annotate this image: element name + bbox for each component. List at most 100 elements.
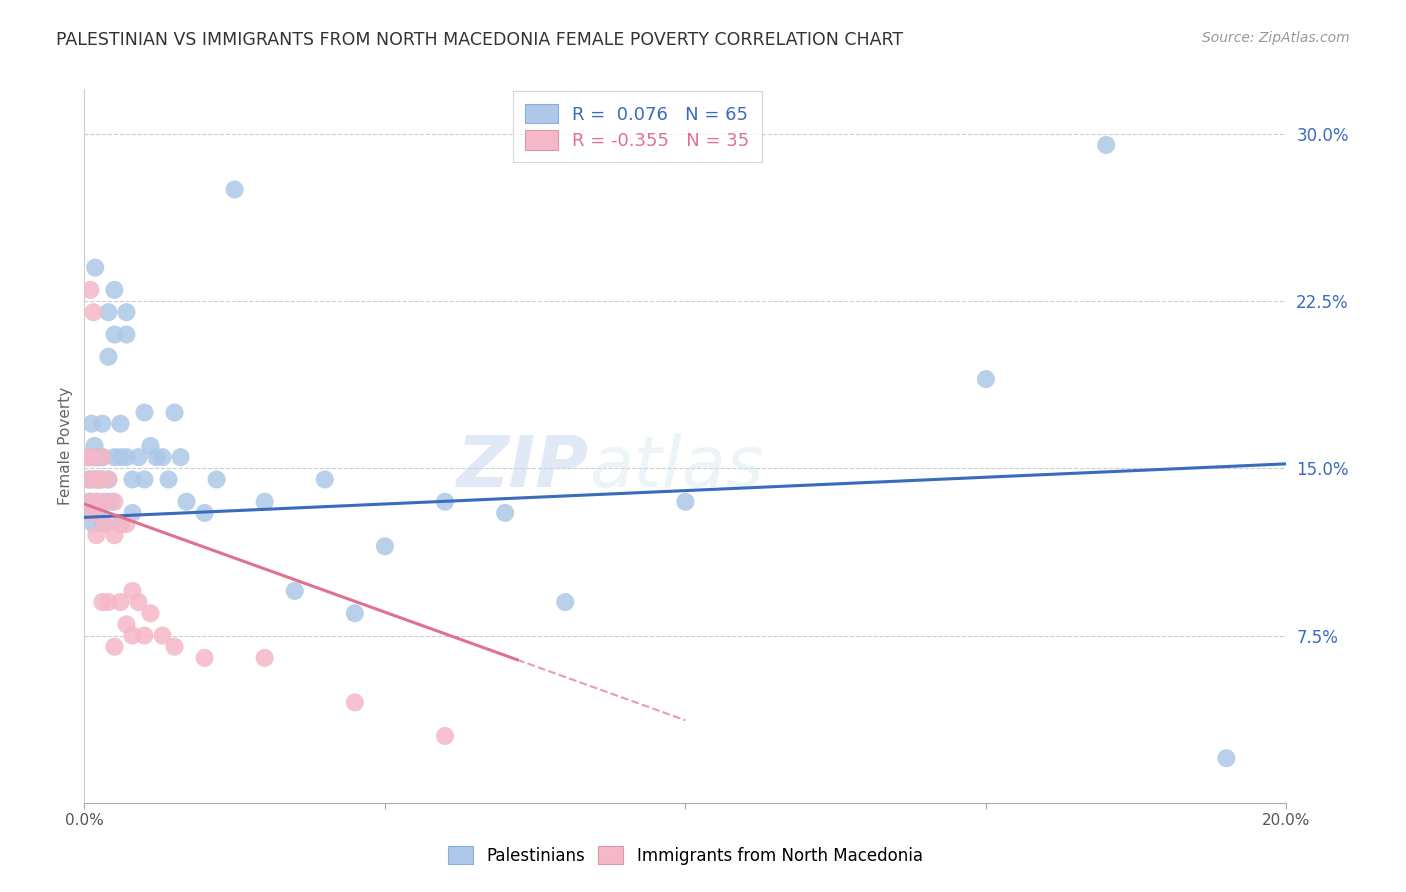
Point — [84, 260, 107, 275]
Point — [76, 450, 98, 465]
Y-axis label: Female Poverty: Female Poverty — [58, 387, 73, 505]
Point — [79, 283, 101, 297]
Point — [1095, 138, 1118, 153]
Point — [97, 595, 120, 609]
Point — [89, 450, 111, 465]
Point — [163, 405, 186, 420]
Point — [80, 417, 103, 431]
Point — [86, 450, 108, 465]
Point — [82, 506, 104, 520]
Point — [127, 450, 149, 465]
Legend: Palestinians, Immigrants from North Macedonia: Palestinians, Immigrants from North Mace… — [440, 838, 931, 873]
Point — [110, 517, 132, 532]
Point — [91, 494, 114, 508]
Text: PALESTINIAN VS IMMIGRANTS FROM NORTH MACEDONIA FEMALE POVERTY CORRELATION CHART: PALESTINIAN VS IMMIGRANTS FROM NORTH MAC… — [56, 31, 904, 49]
Point — [152, 628, 174, 642]
Point — [115, 517, 138, 532]
Point — [79, 494, 101, 508]
Point — [94, 494, 117, 508]
Text: ZIP: ZIP — [457, 433, 589, 502]
Point — [110, 417, 132, 431]
Point — [97, 473, 120, 487]
Point — [152, 450, 174, 465]
Point — [86, 528, 108, 542]
Point — [86, 494, 108, 508]
Point — [494, 506, 516, 520]
Point — [224, 182, 246, 196]
Point — [115, 617, 138, 632]
Point — [139, 439, 162, 453]
Point — [163, 640, 186, 654]
Point — [91, 417, 114, 431]
Point — [284, 583, 307, 598]
Point — [194, 506, 217, 520]
Point — [79, 450, 101, 465]
Text: atlas: atlas — [589, 433, 763, 502]
Point — [82, 517, 104, 532]
Point — [374, 539, 396, 553]
Point — [1215, 751, 1237, 765]
Point — [79, 473, 101, 487]
Point — [91, 450, 114, 465]
Point — [434, 729, 457, 743]
Point — [103, 640, 125, 654]
Point — [89, 473, 111, 487]
Point — [86, 473, 108, 487]
Point — [139, 607, 162, 621]
Point — [77, 473, 100, 487]
Point — [314, 473, 336, 487]
Point — [103, 283, 125, 297]
Point — [157, 473, 180, 487]
Point — [110, 595, 132, 609]
Point — [91, 517, 114, 532]
Point — [121, 583, 143, 598]
Point — [110, 517, 132, 532]
Point — [100, 494, 122, 508]
Point — [103, 528, 125, 542]
Point — [343, 696, 366, 710]
Point — [554, 595, 576, 609]
Point — [97, 305, 120, 319]
Point — [94, 517, 117, 532]
Point — [82, 450, 104, 465]
Point — [134, 405, 156, 420]
Point — [121, 473, 143, 487]
Point — [194, 651, 217, 665]
Point — [115, 305, 138, 319]
Point — [145, 450, 167, 465]
Point — [974, 372, 997, 386]
Point — [80, 450, 103, 465]
Point — [91, 595, 114, 609]
Point — [253, 651, 276, 665]
Point — [97, 350, 120, 364]
Point — [343, 607, 366, 621]
Point — [127, 595, 149, 609]
Point — [253, 494, 276, 508]
Point — [89, 473, 111, 487]
Point — [115, 450, 138, 465]
Point — [86, 473, 108, 487]
Point — [110, 450, 132, 465]
Text: Source: ZipAtlas.com: Source: ZipAtlas.com — [1202, 31, 1350, 45]
Point — [121, 628, 143, 642]
Point — [91, 473, 114, 487]
Point — [86, 494, 108, 508]
Point — [97, 473, 120, 487]
Point — [169, 450, 191, 465]
Point — [77, 494, 100, 508]
Point — [91, 450, 114, 465]
Point — [86, 506, 108, 520]
Point — [80, 506, 103, 520]
Point — [675, 494, 697, 508]
Point — [103, 327, 125, 342]
Point — [77, 473, 100, 487]
Point — [103, 494, 125, 508]
Point — [134, 473, 156, 487]
Point — [121, 506, 143, 520]
Point — [115, 327, 138, 342]
Point — [83, 439, 105, 453]
Point — [82, 305, 104, 319]
Point — [205, 473, 228, 487]
Point — [76, 450, 98, 465]
Point — [176, 494, 198, 508]
